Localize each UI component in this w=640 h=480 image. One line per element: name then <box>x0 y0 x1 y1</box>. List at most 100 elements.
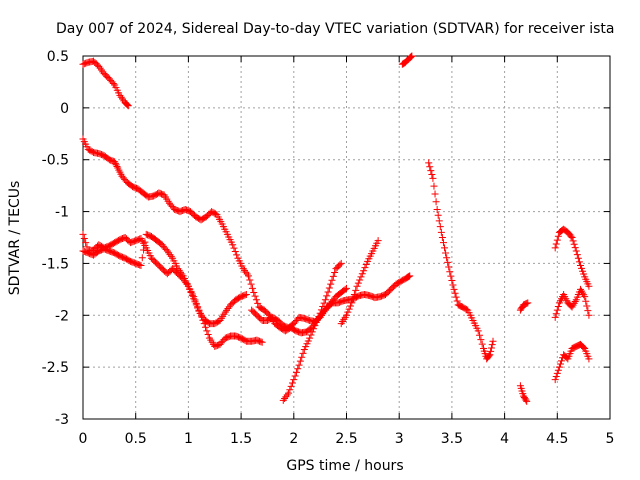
data-point-s5 <box>184 282 192 290</box>
data-point-s5 <box>190 295 198 303</box>
data-point-s9 <box>488 341 496 349</box>
data-point-s13 <box>579 289 587 297</box>
data-point-s3 <box>247 280 255 288</box>
data-point-s9 <box>445 263 453 271</box>
data-point-s4 <box>203 327 211 335</box>
data-point-s12 <box>570 240 578 248</box>
data-point-s7 <box>307 331 315 339</box>
data-point-s7 <box>291 372 299 380</box>
data-point-s8 <box>352 286 360 294</box>
data-point-s7 <box>321 296 329 304</box>
data-point-s9 <box>487 347 495 355</box>
data-point-s3 <box>231 248 239 256</box>
data-point-s7 <box>295 361 303 369</box>
data-point-s7 <box>285 389 293 397</box>
data-point-s13 <box>551 313 559 321</box>
data-point-s7 <box>314 315 322 323</box>
data-point-s1 <box>124 102 132 110</box>
data-point-s3 <box>233 251 241 259</box>
data-point-s14 <box>556 360 564 368</box>
data-point-s7 <box>303 340 311 348</box>
data-point-s4 <box>258 338 266 346</box>
data-point-s8 <box>354 279 362 287</box>
x-tick-label: 4.5 <box>546 431 568 447</box>
x-tick-label: 3 <box>395 431 404 447</box>
data-point-s8 <box>353 282 361 290</box>
data-point-s13 <box>553 306 561 314</box>
data-point-s9 <box>448 277 456 285</box>
data-point-s9 <box>453 297 461 305</box>
data-point-s7 <box>324 288 332 296</box>
data-point-s13 <box>568 303 576 311</box>
data-point-s5 <box>188 292 196 300</box>
data-point-s3 <box>246 276 254 284</box>
data-point-s12 <box>575 258 583 266</box>
data-point-s5 <box>137 262 145 270</box>
data-point-s9 <box>474 327 482 335</box>
data-point-s12 <box>567 232 575 240</box>
data-point-s9 <box>431 190 439 198</box>
data-point-s3 <box>250 288 258 296</box>
data-point-s13 <box>583 302 591 310</box>
data-point-s9 <box>432 198 440 206</box>
data-point-s4 <box>202 323 210 331</box>
data-point-s3 <box>229 241 237 249</box>
data-point-s9 <box>443 254 451 262</box>
data-point-s7 <box>286 386 294 394</box>
data-point-s12 <box>568 234 576 241</box>
data-point-s3 <box>406 272 414 280</box>
data-point-s9 <box>435 217 443 225</box>
data-point-s7 <box>308 328 316 336</box>
data-point-s12 <box>585 282 593 290</box>
data-point-s5 <box>166 251 174 259</box>
data-point-s8 <box>374 237 382 245</box>
data-point-s5 <box>223 306 231 314</box>
data-point-s5 <box>224 305 232 313</box>
data-point-s13 <box>570 299 578 307</box>
data-point-s14 <box>552 372 560 380</box>
data-point-s14 <box>555 363 563 371</box>
data-point-s12 <box>551 244 559 252</box>
data-point-s3 <box>113 162 121 170</box>
data-point-s7 <box>281 395 289 403</box>
data-point-s7 <box>294 365 302 373</box>
data-point-s7 <box>315 312 323 320</box>
x-tick-label: 5 <box>606 431 615 447</box>
data-point-s7 <box>290 376 298 384</box>
x-axis: 0 0.5 1 1.5 2 2.5 3 3.5 4 4.5 5 <box>79 56 615 447</box>
data-point-s13 <box>571 298 579 306</box>
data-point-s7 <box>327 280 335 288</box>
data-point-s5 <box>187 288 195 296</box>
data-point-s12 <box>572 247 580 255</box>
grid-lines <box>83 56 610 419</box>
data-point-s7 <box>288 379 296 387</box>
data-point-s7 <box>336 261 344 269</box>
data-point-s9 <box>438 234 446 241</box>
data-point-s5 <box>136 261 144 269</box>
data-point-s3 <box>111 159 119 167</box>
data-point-s8 <box>348 299 356 307</box>
data-point-s9 <box>485 352 493 360</box>
data-point-s12 <box>553 236 561 244</box>
data-point-s12 <box>552 240 560 248</box>
y-tick-label: -1.5 <box>42 256 69 272</box>
data-point-s12 <box>569 237 577 245</box>
data-point-s7 <box>306 334 314 342</box>
data-point-s9 <box>487 344 495 352</box>
data-point-s13 <box>581 293 589 301</box>
data-point-s9 <box>433 205 441 213</box>
data-point-s11 <box>523 397 531 405</box>
data-point-s9 <box>478 340 486 348</box>
data-point-s9 <box>486 351 494 359</box>
data-point-s7 <box>304 337 312 345</box>
data-point-s3 <box>405 272 413 280</box>
data-point-s5 <box>138 254 146 262</box>
data-point-s3 <box>111 158 119 166</box>
data-point-s7 <box>299 349 307 357</box>
data-point-s1 <box>119 95 127 103</box>
data-point-s3 <box>248 284 256 292</box>
y-tick-label: -0.5 <box>42 153 69 169</box>
x-tick-label: 1.5 <box>230 431 252 447</box>
data-point-s9 <box>444 258 452 266</box>
data-point-s3 <box>244 272 252 280</box>
